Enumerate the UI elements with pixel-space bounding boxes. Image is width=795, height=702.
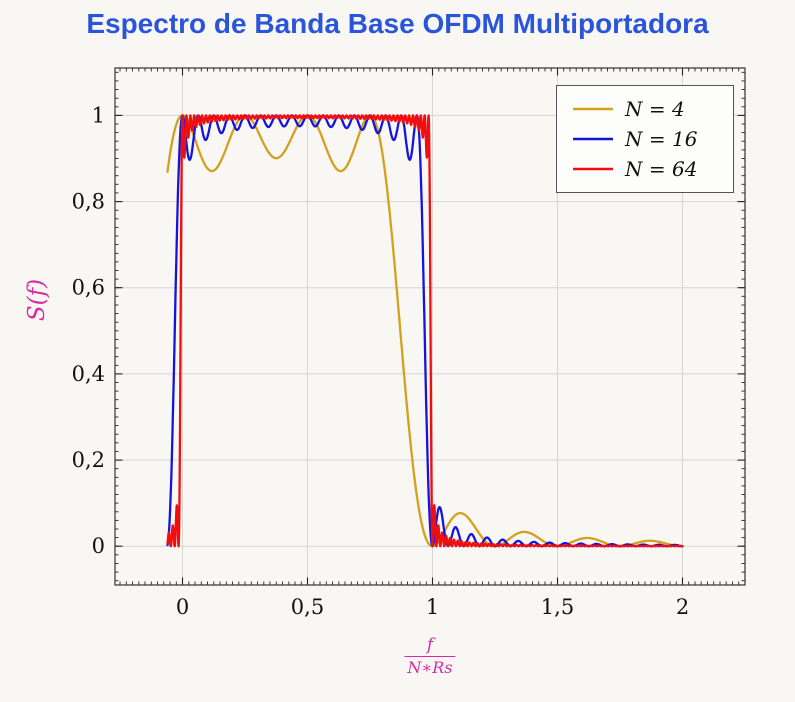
svg-text:2: 2 <box>676 595 689 619</box>
x-label-numerator: f <box>426 635 434 655</box>
svg-text:0,4: 0,4 <box>72 362 105 386</box>
svg-text:0,6: 0,6 <box>72 276 105 300</box>
legend-line-swatch <box>573 167 613 171</box>
svg-text:0,2: 0,2 <box>72 448 105 472</box>
legend-item: N = 64 <box>571 154 733 184</box>
x-axis-label: f N∗Rs <box>404 635 456 677</box>
svg-text:1,5: 1,5 <box>541 595 574 619</box>
legend-item-label: N = 4 <box>625 97 685 121</box>
x-label-denominator: N∗Rs <box>404 655 456 677</box>
svg-text:0,5: 0,5 <box>291 595 324 619</box>
x-axis-label-fraction: f N∗Rs <box>404 635 456 677</box>
svg-text:1: 1 <box>92 103 105 127</box>
svg-text:0: 0 <box>92 534 105 558</box>
chart-title: Espectro de Banda Base OFDM Multiportado… <box>86 8 709 39</box>
svg-text:1: 1 <box>426 595 439 619</box>
svg-text:0,8: 0,8 <box>72 190 105 214</box>
svg-text:0: 0 <box>176 595 189 619</box>
y-axis-label: S(f) <box>24 278 50 322</box>
legend-item: N = 4 <box>571 94 733 124</box>
legend-item-label: N = 16 <box>625 127 698 151</box>
legend-line-swatch <box>573 107 613 111</box>
legend-item-label: N = 64 <box>625 157 698 181</box>
legend: N = 4 N = 16 N = 64 <box>556 85 734 193</box>
legend-item: N = 16 <box>571 124 733 154</box>
legend-line-swatch <box>573 137 613 141</box>
